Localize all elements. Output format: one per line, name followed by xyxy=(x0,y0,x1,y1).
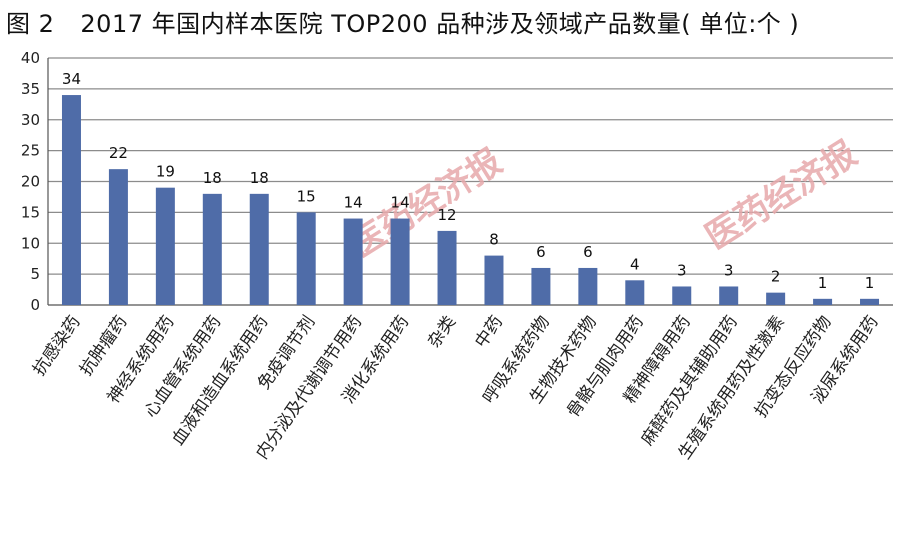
chart-title: 图 2 2017 年国内样本医院 TOP200 品种涉及领域产品数量( 单位:个 … xyxy=(6,4,799,39)
data-label: 6 xyxy=(536,243,546,261)
y-tick-label: 15 xyxy=(21,203,40,221)
watermark-text: 医药经济报 xyxy=(344,142,509,266)
figure-title: 2017 年国内样本医院 TOP200 品种涉及领域产品数量( 单位:个 ) xyxy=(80,10,800,38)
watermark-text: 医药经济报 xyxy=(699,134,864,258)
bar xyxy=(155,187,175,305)
bar xyxy=(202,193,222,305)
y-tick-label: 10 xyxy=(21,234,40,252)
bar xyxy=(296,212,316,305)
figure-number: 图 2 xyxy=(6,10,55,38)
bar xyxy=(578,267,598,305)
data-label: 15 xyxy=(297,187,316,205)
data-label: 3 xyxy=(724,261,734,279)
bar xyxy=(437,230,457,305)
bar xyxy=(61,95,81,305)
category-labels: 抗感染药抗肿瘤药神经系统用药心血管系统用药血液和造血系统用药免疫调节剂内分泌及代… xyxy=(29,312,882,463)
y-tick-label: 40 xyxy=(21,49,40,67)
gridlines xyxy=(48,57,893,275)
watermark: 医药经济报 医药经济报 xyxy=(344,134,864,266)
bar xyxy=(625,280,645,305)
data-label: 14 xyxy=(344,194,363,212)
data-label: 14 xyxy=(391,194,410,212)
y-tick-label: 35 xyxy=(21,80,40,98)
category-label: 中药 xyxy=(471,312,507,351)
y-tick-label: 0 xyxy=(30,296,40,314)
y-tick-label: 25 xyxy=(21,142,40,160)
bars xyxy=(61,95,880,305)
y-tick-label: 20 xyxy=(21,173,40,191)
data-label: 18 xyxy=(250,169,269,187)
bar xyxy=(860,298,880,305)
category-label: 抗感染药 xyxy=(29,312,84,379)
data-label: 19 xyxy=(156,163,175,181)
data-label: 18 xyxy=(203,169,222,187)
bar xyxy=(813,298,833,305)
bar xyxy=(531,267,551,305)
data-label: 6 xyxy=(583,243,593,261)
bar xyxy=(108,169,128,305)
bar xyxy=(766,292,786,305)
data-label: 34 xyxy=(62,70,81,88)
y-axis-ticks: 0 5 10 15 20 25 30 35 40 xyxy=(21,49,40,314)
bar xyxy=(484,255,504,305)
data-label: 3 xyxy=(677,261,687,279)
data-labels: 34 22 19 18 18 15 14 14 12 8 6 6 4 3 3 2 1 1 xyxy=(62,70,874,292)
y-tick-label: 5 xyxy=(30,265,40,283)
data-label: 22 xyxy=(109,144,128,162)
data-label: 1 xyxy=(818,274,828,292)
data-label: 12 xyxy=(437,206,456,224)
bar xyxy=(390,218,410,305)
bar xyxy=(249,193,269,305)
data-label: 1 xyxy=(865,274,875,292)
category-label: 杂类 xyxy=(424,312,460,351)
bar xyxy=(343,218,363,305)
bar xyxy=(719,286,739,305)
data-label: 8 xyxy=(489,231,499,249)
data-label: 4 xyxy=(630,255,640,273)
data-label: 2 xyxy=(771,268,781,286)
bar xyxy=(672,286,692,305)
y-tick-label: 30 xyxy=(21,111,40,129)
